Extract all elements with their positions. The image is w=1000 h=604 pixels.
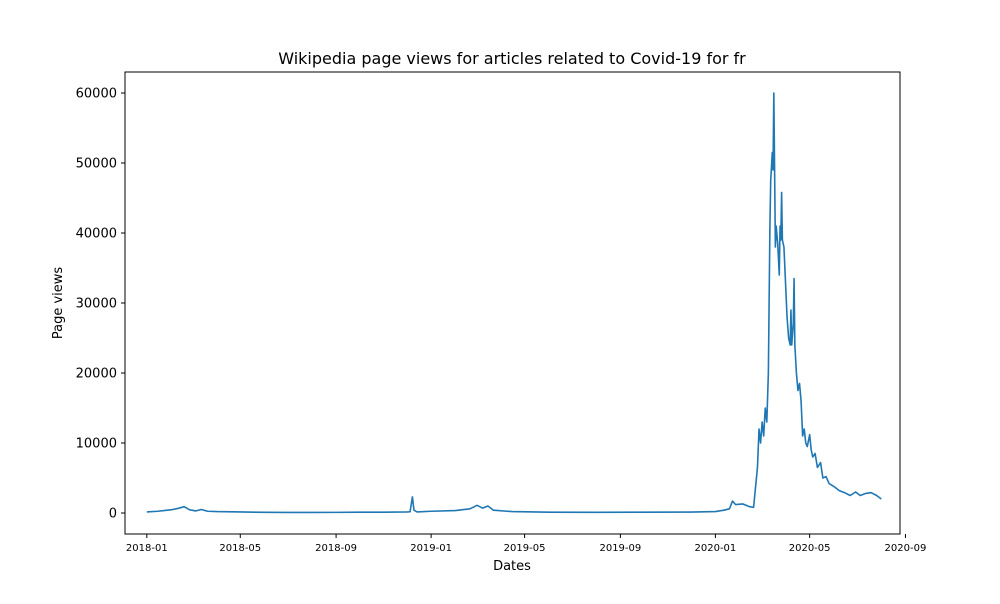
x-axis-label: Dates [493, 559, 531, 574]
x-tick-label: 2018-09 [315, 543, 357, 554]
x-tick-label: 2019-05 [504, 543, 546, 554]
y-tick-label: 10000 [76, 437, 117, 452]
x-tick-label: 2018-05 [219, 543, 261, 554]
chart-title: Wikipedia page views for articles relate… [278, 49, 746, 68]
x-axis-ticks: 2018-01 2018-05 2018-09 2019-01 2019-05 2019-… [126, 534, 926, 554]
plot-frame [124, 71, 901, 535]
x-tick-label: 2020-01 [695, 543, 737, 554]
series-line [146, 92, 882, 514]
y-axis-ticks: 0 10000 20000 30000 40000 50000 60000 [76, 87, 125, 522]
x-tick-label: 2019-01 [410, 543, 452, 554]
x-tick-label: 2020-09 [885, 543, 927, 554]
y-tick-label: 40000 [76, 227, 117, 242]
y-axis-label: Page views [51, 267, 66, 340]
y-tick-label: 60000 [76, 87, 117, 102]
x-tick-label: 2019-09 [599, 543, 641, 554]
y-tick-label: 0 [109, 507, 117, 522]
y-tick-label: 30000 [76, 297, 117, 312]
y-tick-label: 50000 [76, 157, 117, 172]
plot-area: 2018-01 2018-05 2018-09 2019-01 2019-05 2019-… [76, 71, 926, 554]
y-tick-label: 20000 [76, 367, 117, 382]
x-tick-label: 2020-05 [789, 543, 831, 554]
x-tick-label: 2018-01 [126, 543, 168, 554]
